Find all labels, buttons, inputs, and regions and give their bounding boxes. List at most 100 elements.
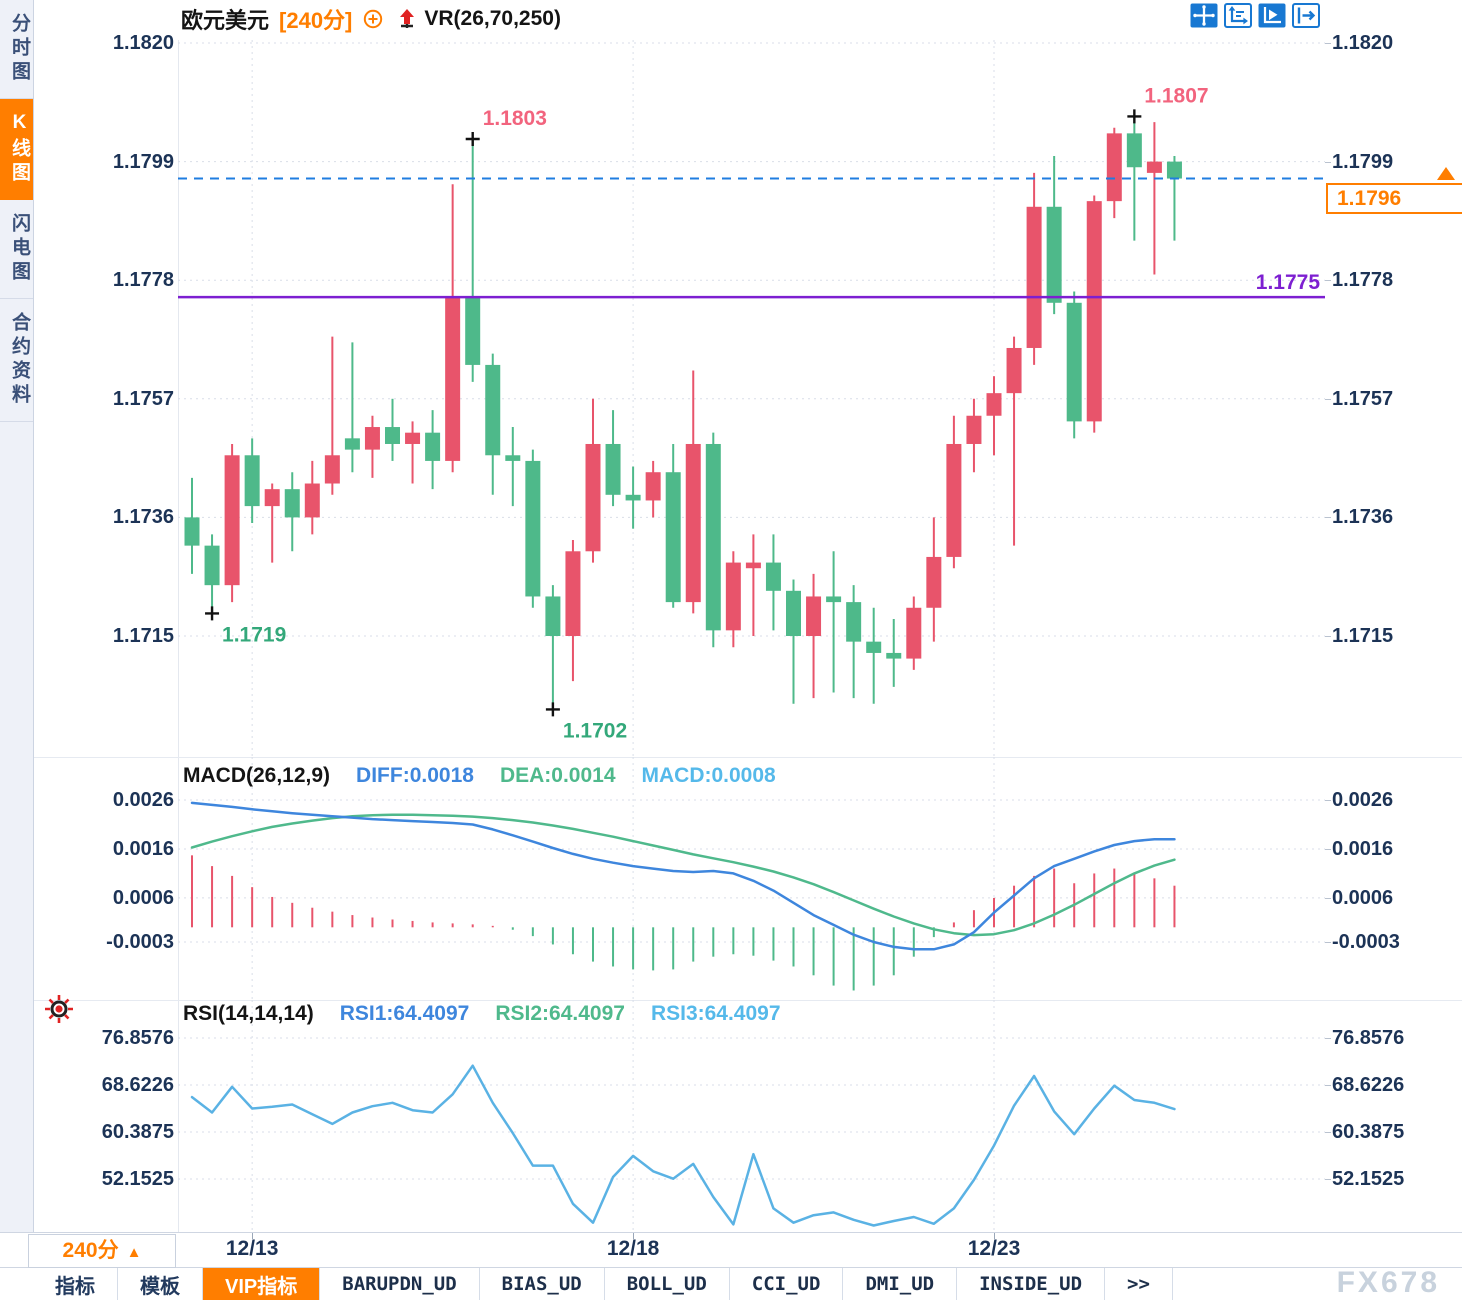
tab-vip-indicators-active[interactable]: VIP指标: [203, 1268, 321, 1300]
axis-tick: [1325, 398, 1331, 400]
axis-tick: [1325, 800, 1331, 801]
candle-body: [425, 432, 441, 461]
extreme-marker: [545, 702, 560, 717]
indicator-tabbar: 指标 模板 VIP指标 BARUPDN_UD BIAS_UD BOLL_UD CCI_UD D…: [33, 1268, 1462, 1300]
indicator-label: VR(26,70,250): [424, 7, 561, 30]
macd-macd-value: MACD:0.0008: [641, 764, 776, 787]
extreme-price-label: 1.1719: [222, 623, 286, 646]
y-axis-label: 0.0026: [112, 789, 174, 811]
y-axis-label: 0.0016: [112, 837, 174, 860]
candle-body: [525, 460, 541, 597]
tab-indicator[interactable]: BIAS_UD: [480, 1268, 605, 1300]
rsi1-value: RSI1:64.4097: [339, 1002, 470, 1025]
candle-body: [986, 393, 1002, 416]
candle-body: [1106, 133, 1122, 202]
candle-body: [886, 652, 902, 659]
sidebar-item-tab[interactable]: 分时图: [0, 0, 33, 99]
indicator-settings-icon[interactable]: [42, 992, 76, 1026]
candle-body: [605, 443, 621, 495]
rsi-pane[interactable]: [178, 1000, 1325, 1232]
candle-body: [1006, 347, 1022, 394]
last-price-box: 1.1796: [1326, 183, 1462, 214]
timeframe-value: 240分: [62, 1239, 119, 1262]
tab-indicator[interactable]: BOLL_UD: [605, 1268, 730, 1300]
up-arrow-icon[interactable]: [398, 8, 416, 30]
circle-plus-icon[interactable]: [362, 8, 384, 30]
chart-header: 欧元美元 [240分] VR(26,70,250): [33, 0, 1462, 38]
tab-indicator[interactable]: CCI_UD: [730, 1268, 844, 1300]
extreme-price-label: 1.1807: [1144, 84, 1208, 107]
sidebar-item-active[interactable]: K线图: [0, 99, 33, 200]
sidebar-item-tab[interactable]: 闪电图: [0, 200, 33, 299]
crosshair-icon[interactable]: [1190, 3, 1218, 28]
axis-tick: [1325, 1038, 1331, 1039]
y-axis-label: -0.0003: [1332, 931, 1400, 953]
extreme-price-label: 1.1803: [483, 107, 547, 130]
candle-body: [826, 596, 842, 603]
candle-body: [545, 596, 561, 636]
tab-indicator[interactable]: >>: [1105, 1268, 1173, 1300]
y-axis-label: 52.1525: [1332, 1167, 1405, 1190]
macd-dea-value: DEA:0.0014: [499, 764, 616, 787]
candle-body: [565, 551, 581, 636]
y-axis-label: 1.1757: [1332, 387, 1394, 410]
axis-play-icon[interactable]: [1258, 3, 1286, 28]
candle-body: [745, 562, 761, 569]
sidebar-item-tab[interactable]: 合约资料: [0, 299, 33, 422]
support-line-label: 1.1775: [1256, 271, 1321, 294]
candle-body: [966, 415, 982, 444]
tab-indicator[interactable]: DMI_UD: [843, 1268, 958, 1300]
axis-tick: [1325, 1131, 1331, 1133]
candle-body: [224, 455, 240, 586]
candle-body: [866, 641, 882, 653]
candle-body: [765, 562, 781, 591]
y-axis-label: 1.1799: [112, 150, 174, 173]
candle-body: [1026, 206, 1042, 348]
axis-range-icon[interactable]: [1224, 3, 1252, 28]
axis-tick: [1325, 942, 1331, 943]
candle-body: [344, 438, 360, 450]
y-axis-label: 1.1736: [112, 506, 174, 529]
tab-indicator[interactable]: 模板: [118, 1268, 203, 1300]
macd-header: MACD(26,12,9) DIFF:0.0018 DEA:0.0014 MACD:0…: [183, 764, 802, 788]
extreme-price-label: 1.1702: [563, 719, 627, 742]
time-axis: 240分 ▲ 12/13 12/18 12/23: [0, 1232, 1462, 1268]
candle-body: [665, 472, 681, 603]
extreme-marker: [205, 606, 220, 621]
candle-body: [645, 472, 661, 501]
y-axis-label: 0.0006: [1332, 886, 1394, 909]
y-axis-label: 60.3875: [101, 1120, 174, 1143]
candle-body: [846, 602, 862, 642]
pan-exit-icon[interactable]: [1292, 3, 1320, 28]
macd-pane[interactable]: [178, 757, 1325, 1000]
tab-indicator[interactable]: INSIDE_UD: [957, 1268, 1106, 1300]
extreme-marker: [1127, 109, 1142, 124]
tab-indicator[interactable]: BARUPDN_UD: [320, 1268, 480, 1300]
y-axis-label: 68.6226: [101, 1073, 174, 1096]
tab-indicator[interactable]: 指标: [33, 1268, 118, 1300]
candle-body: [465, 297, 481, 365]
axis-tick: [1325, 1178, 1331, 1180]
rsi-line: [190, 1064, 1176, 1227]
candle-body: [204, 545, 220, 586]
candle-body: [585, 443, 601, 552]
date-tick: [994, 1233, 995, 1239]
candle-body: [284, 489, 300, 518]
y-axis-label: 1.1799: [1332, 150, 1394, 173]
y-axis-label: -0.0003: [106, 931, 174, 953]
timeframe-selector[interactable]: 240分 ▲: [28, 1234, 176, 1268]
rsi-params: RSI(14,14,14): [183, 1002, 314, 1025]
y-axis-label: 60.3875: [1332, 1120, 1405, 1143]
chart-region: MACD(26,12,9) DIFF:0.0018 DEA:0.0014 MACD:0…: [33, 32, 1462, 1232]
y-axis-label: 76.8576: [101, 1027, 174, 1049]
pane-separator: [33, 1000, 1462, 1001]
candle-body: [906, 607, 922, 659]
candle-body: [786, 590, 801, 636]
y-axis-label: 1.1820: [1332, 32, 1394, 54]
candle-body: [405, 432, 421, 444]
candlestick-chart[interactable]: 1.1775 1.1719 1.1803 1.1702 1.1807: [178, 40, 1325, 757]
timeframe-label[interactable]: [240分]: [279, 8, 353, 33]
candle-body: [625, 494, 641, 501]
axis-tick: [1325, 848, 1331, 850]
